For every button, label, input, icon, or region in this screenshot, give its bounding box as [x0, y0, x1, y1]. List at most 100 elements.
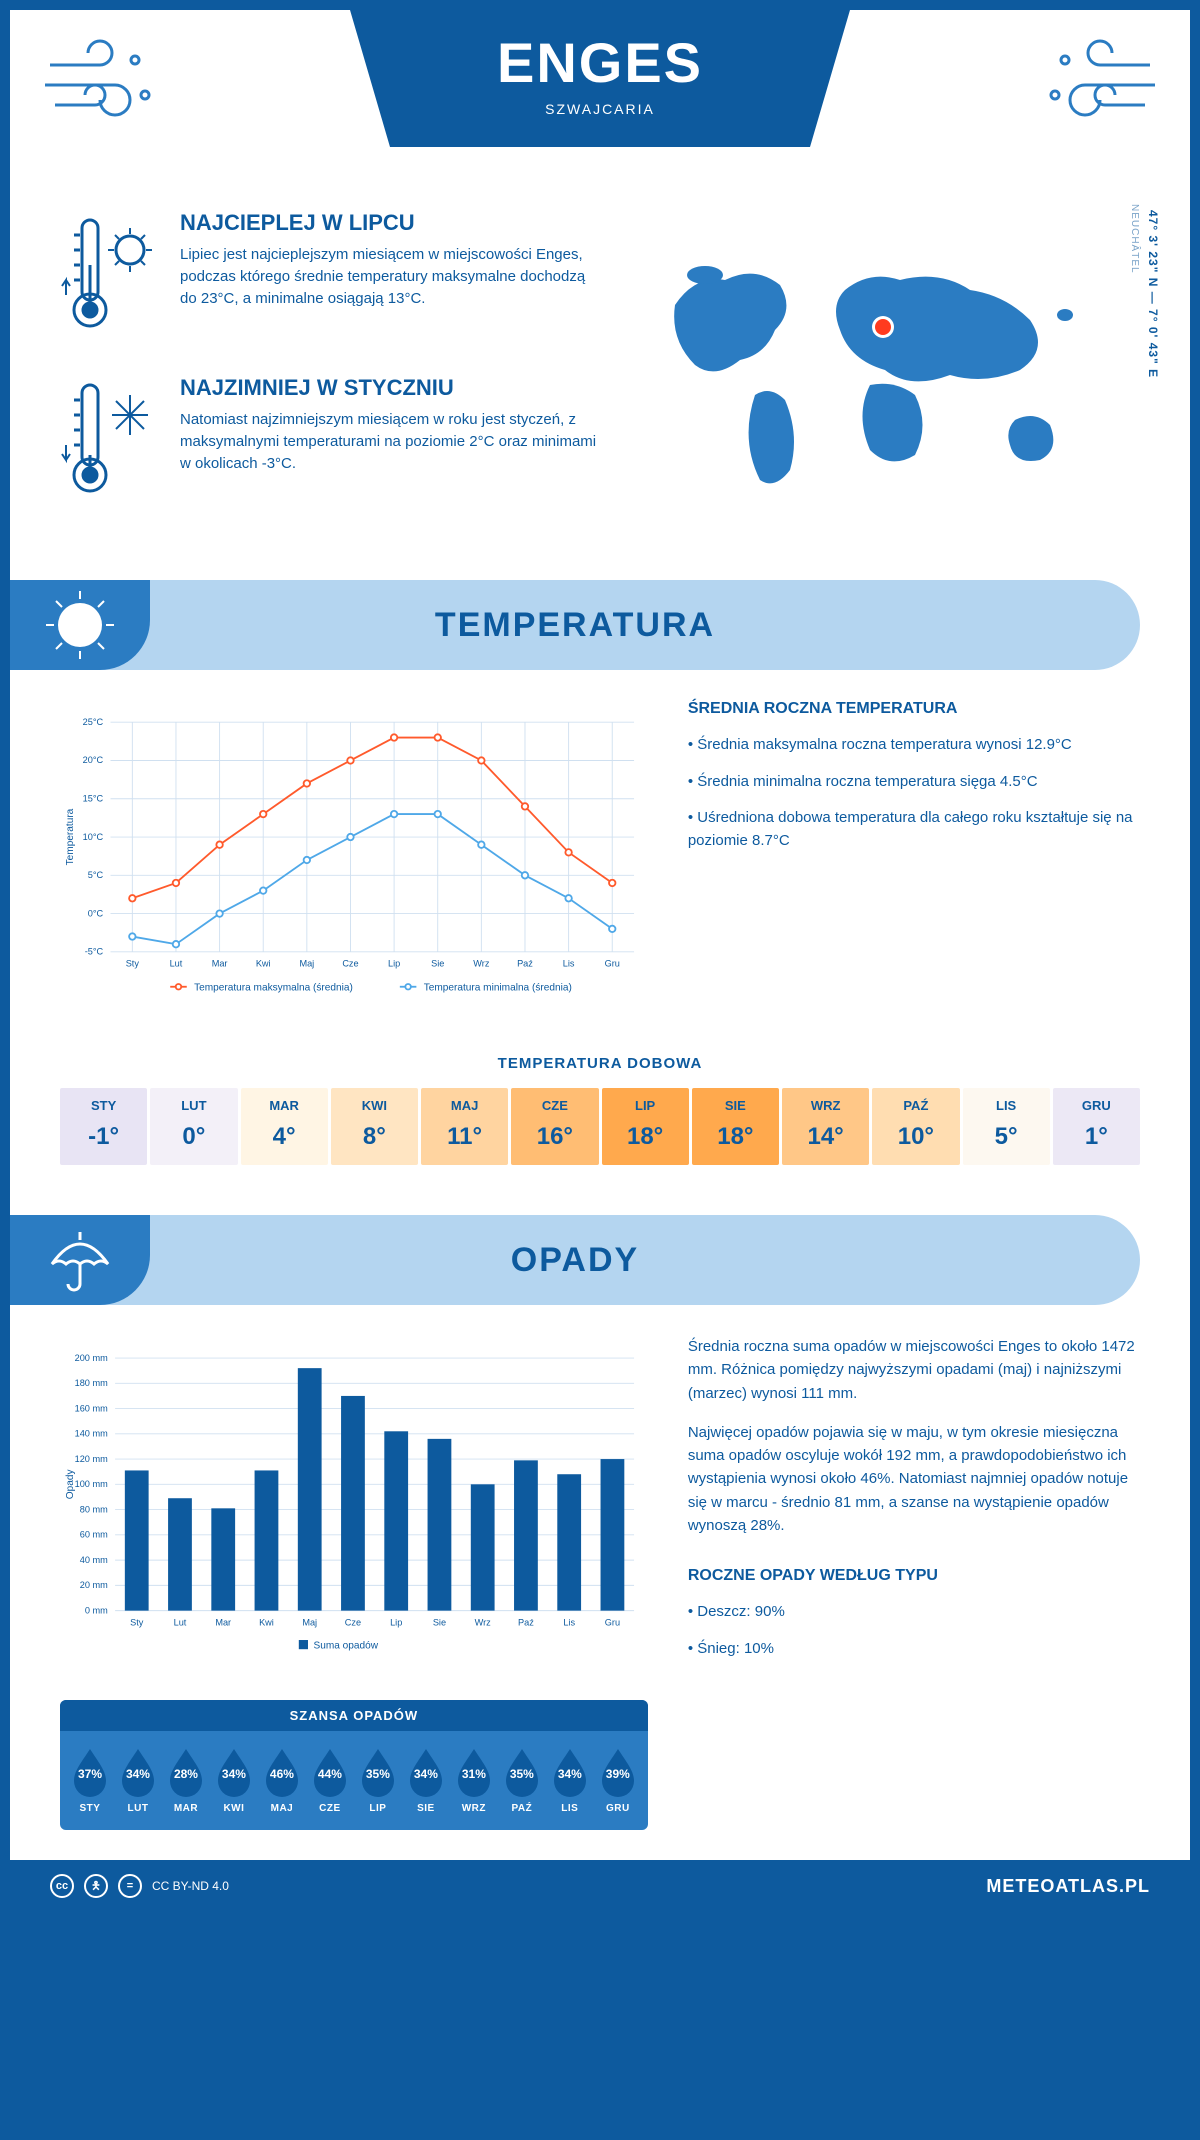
chance-pct: 34%	[414, 1767, 438, 1781]
precip-para-1: Średnia roczna suma opadów w miejscowośc…	[688, 1335, 1140, 1405]
svg-text:-5°C: -5°C	[85, 947, 104, 957]
chance-pct: 35%	[366, 1767, 390, 1781]
svg-text:Lut: Lut	[174, 1617, 187, 1627]
chance-cell: 34%SIE	[405, 1745, 447, 1814]
coldest-title: NAJZIMNIEJ W STYCZNIU	[180, 375, 605, 401]
svg-text:Kwi: Kwi	[256, 959, 271, 969]
svg-text:Sty: Sty	[126, 959, 140, 969]
umbrella-icon	[10, 1215, 150, 1305]
drop-icon: 34%	[213, 1745, 255, 1797]
svg-text:Sie: Sie	[431, 959, 444, 969]
chance-title: SZANSA OPADÓW	[60, 1700, 648, 1731]
chance-cell: 31% WRZ	[453, 1745, 495, 1814]
cc-icon: cc	[50, 1874, 74, 1898]
by-icon: 🯅	[84, 1874, 108, 1898]
svg-text:40 mm: 40 mm	[80, 1555, 108, 1565]
daily-temp-cell: KWI 8°	[331, 1088, 418, 1165]
chance-pct: 46%	[270, 1767, 294, 1781]
daily-month: LIS	[963, 1098, 1050, 1113]
daily-month: SIE	[692, 1098, 779, 1113]
svg-text:80 mm: 80 mm	[80, 1504, 108, 1514]
annual-temp-item: Średnia minimalna roczna temperatura się…	[688, 771, 1140, 794]
svg-text:Lip: Lip	[390, 1617, 402, 1627]
svg-text:Lis: Lis	[563, 1617, 575, 1627]
svg-text:Temperatura: Temperatura	[65, 808, 76, 865]
chance-pct: 37%	[78, 1767, 102, 1781]
chance-month: MAR	[165, 1803, 207, 1814]
daily-temp-cell: LIS 5°	[963, 1088, 1050, 1165]
precip-type-item: Deszcz: 90%	[688, 1601, 1140, 1624]
svg-text:0 mm: 0 mm	[85, 1605, 108, 1615]
daily-value: 10°	[872, 1123, 959, 1151]
chance-month: CZE	[309, 1803, 351, 1814]
daily-value: 11°	[421, 1123, 508, 1151]
annual-temp-item: Uśredniona dobowa temperatura dla całego…	[688, 807, 1140, 852]
temperature-line-chart: -5°C0°C5°C10°C15°C20°C25°CStyLutMarKwiMa…	[60, 700, 648, 1020]
precip-type-item: Śnieg: 10%	[688, 1638, 1140, 1661]
chance-cell: 34%KWI	[213, 1745, 255, 1814]
svg-text:Lut: Lut	[170, 959, 183, 969]
chance-cell: 34%LUT	[117, 1745, 159, 1814]
svg-text:Wrz: Wrz	[475, 1617, 492, 1627]
daily-month: MAR	[241, 1098, 328, 1113]
chance-cell: 28% MAR	[165, 1745, 207, 1814]
svg-text:140 mm: 140 mm	[75, 1429, 108, 1439]
wind-icon	[40, 30, 170, 135]
daily-value: 14°	[782, 1123, 869, 1151]
sun-icon	[10, 580, 150, 670]
chance-cell: 46% MAJ	[261, 1745, 303, 1814]
daily-value: 16°	[511, 1123, 598, 1151]
daily-temp-cell: MAJ11°	[421, 1088, 508, 1165]
chance-month: WRZ	[453, 1803, 495, 1814]
drop-icon: 35%	[501, 1745, 543, 1797]
svg-text:Cze: Cze	[342, 959, 358, 969]
daily-value: 1°	[1053, 1123, 1140, 1151]
daily-temp-cell: MAR4°	[241, 1088, 328, 1165]
nd-icon: =	[118, 1874, 142, 1898]
hottest-title: NAJCIEPLEJ W LIPCU	[180, 210, 605, 236]
site-name: METEOATLAS.PL	[986, 1876, 1150, 1897]
chance-month: LIS	[549, 1803, 591, 1814]
svg-text:120 mm: 120 mm	[75, 1454, 108, 1464]
license-block: cc 🯅 = CC BY-ND 4.0	[50, 1874, 229, 1898]
chance-cell: 34%LIS	[549, 1745, 591, 1814]
annual-temp-title: ŚREDNIA ROCZNA TEMPERATURA	[688, 700, 1140, 718]
daily-temp-cell: SIE 18°	[692, 1088, 779, 1165]
svg-text:60 mm: 60 mm	[80, 1530, 108, 1540]
coldest-block: NAJZIMNIEJ W STYCZNIU Natomiast najzimni…	[60, 375, 605, 510]
daily-temp-title: TEMPERATURA DOBOWA	[10, 1055, 1190, 1072]
daily-temp-cell: LIP18°	[602, 1088, 689, 1165]
coldest-text: Natomiast najzimniejszym miesiącem w rok…	[180, 409, 605, 474]
daily-temp-cell: GRU1°	[1053, 1088, 1140, 1165]
daily-value: 8°	[331, 1123, 418, 1151]
chance-month: MAJ	[261, 1803, 303, 1814]
daily-value: 5°	[963, 1123, 1050, 1151]
annual-temp-item: Średnia maksymalna roczna temperatura wy…	[688, 734, 1140, 757]
chance-cell: 39%GRU	[597, 1745, 639, 1814]
title-banner: ENGES SZWAJCARIA	[350, 10, 850, 147]
precip-section-header: OPADY	[10, 1215, 1140, 1305]
svg-text:Opady: Opady	[65, 1469, 76, 1500]
daily-value: 0°	[150, 1123, 237, 1151]
annual-temp-list: Średnia maksymalna roczna temperatura wy…	[688, 734, 1140, 852]
daily-month: KWI	[331, 1098, 418, 1113]
svg-text:Lis: Lis	[563, 959, 575, 969]
svg-text:10°C: 10°C	[83, 832, 104, 842]
svg-text:Kwi: Kwi	[259, 1617, 274, 1627]
svg-text:Sie: Sie	[433, 1617, 446, 1627]
daily-value: 18°	[692, 1123, 779, 1151]
map-block: NEUCHÂTEL 47° 3' 23" N — 7° 0' 43" E	[645, 210, 1140, 540]
location-title: ENGES	[350, 30, 850, 95]
precip-para-2: Najwięcej opadów pojawia się w maju, w t…	[688, 1421, 1140, 1537]
chance-pct: 44%	[318, 1767, 342, 1781]
daily-temp-cell: STY-1°	[60, 1088, 147, 1165]
daily-temp-row: STY-1°LUT0°MAR4°KWI8°MAJ11°CZE16°LIP18°S…	[10, 1088, 1190, 1205]
chance-pct: 31%	[462, 1767, 486, 1781]
daily-value: 18°	[602, 1123, 689, 1151]
chance-month: LIP	[357, 1803, 399, 1814]
svg-text:Wrz: Wrz	[473, 959, 490, 969]
chance-pct: 28%	[174, 1767, 198, 1781]
svg-text:Gru: Gru	[605, 959, 620, 969]
header: ENGES SZWAJCARIA	[10, 10, 1190, 190]
svg-text:Maj: Maj	[302, 1617, 317, 1627]
